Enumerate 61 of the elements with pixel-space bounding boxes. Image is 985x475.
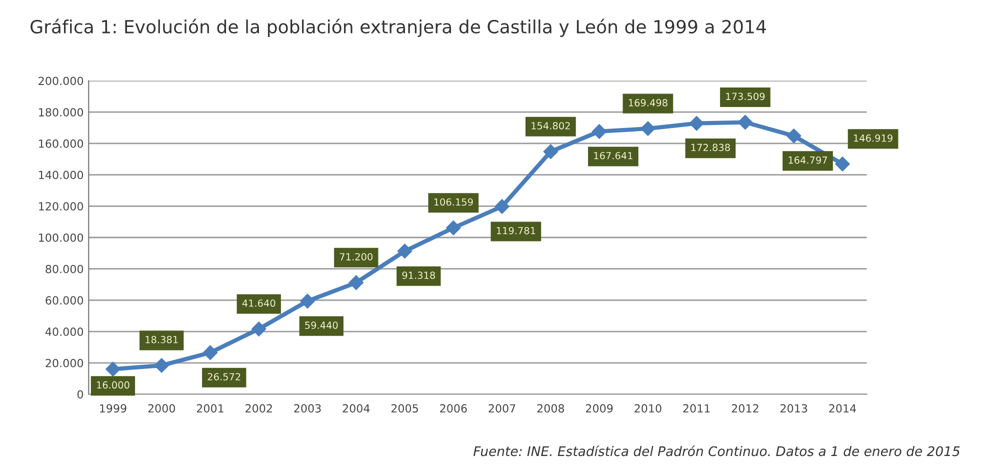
point (494, 199, 510, 214)
x-tick-label: 2010 (634, 404, 662, 413)
x-tick-label: 2001 (196, 404, 224, 413)
x-tick-label: 2007 (488, 404, 516, 413)
x-tick-label: 2005 (391, 404, 418, 413)
point (738, 114, 753, 130)
y-tick-label: 0 (77, 390, 84, 399)
data-label: 167.641 (594, 152, 632, 160)
x-tick-label: 2002 (246, 404, 272, 413)
point (348, 275, 364, 290)
data-label: 18.381 (146, 336, 178, 344)
x-tick-label: 2000 (148, 404, 175, 413)
y-tick-label: 100.000 (39, 233, 84, 242)
point (397, 244, 412, 259)
point (689, 116, 704, 131)
x-tick-label: 2004 (342, 404, 370, 413)
x-tick-label: 1999 (100, 404, 126, 413)
point (786, 128, 802, 144)
x-tick-label: 2006 (440, 404, 467, 413)
point (640, 121, 656, 136)
data-label: 71.200 (340, 253, 373, 260)
data-label: 164.797 (788, 156, 828, 164)
data-label: 154.802 (532, 122, 570, 130)
data-label: 26.572 (208, 373, 240, 380)
y-tick-label: 180.000 (39, 108, 84, 116)
point (154, 358, 169, 373)
y-tick-label: 160.000 (39, 139, 84, 148)
y-tick-label: 140.000 (39, 170, 84, 180)
y-tick-label: 40.000 (45, 328, 84, 336)
data-label: 173.509 (726, 92, 765, 100)
point (106, 362, 120, 377)
x-tick-label: 2014 (829, 404, 856, 413)
data-label: 41.640 (242, 299, 276, 307)
point (835, 156, 850, 172)
y-tick-label: 200.000 (38, 76, 84, 86)
data-label: 106.159 (434, 198, 473, 206)
point (251, 322, 266, 336)
x-tick-label: 2012 (732, 404, 758, 413)
data-label: 146.919 (854, 134, 892, 142)
data-label: 119.781 (496, 226, 536, 234)
y-tick-label: 120.000 (39, 202, 84, 211)
chart-title: Gráfica 1: Evolución de la población extranjera de Castilla y León de 1999 a 2014 (30, 18, 766, 38)
y-tick-label: 60.000 (46, 296, 84, 305)
source-note: Fuente: INE. Estadística del Padrón Continuo. Datos a 1 de enero de 2015 (473, 445, 960, 456)
data-label: 172.838 (691, 144, 730, 152)
x-tick-label: 2013 (780, 404, 808, 413)
y-tick-label: 20.000 (46, 358, 84, 368)
point (202, 345, 218, 360)
point (543, 144, 558, 159)
data-label: 59.440 (305, 322, 338, 329)
y-tick-label: 80.000 (46, 264, 84, 274)
x-tick-label: 2008 (537, 404, 564, 413)
point (300, 294, 315, 308)
x-tick-label: 2003 (294, 404, 321, 413)
x-tick-label: 2011 (683, 404, 710, 413)
x-tick-label: 2009 (586, 404, 613, 413)
data-label: 169.498 (628, 99, 668, 106)
data-label: 91.318 (402, 272, 436, 279)
point (446, 220, 461, 236)
data-label: 16.000 (97, 381, 130, 389)
point (592, 124, 607, 139)
